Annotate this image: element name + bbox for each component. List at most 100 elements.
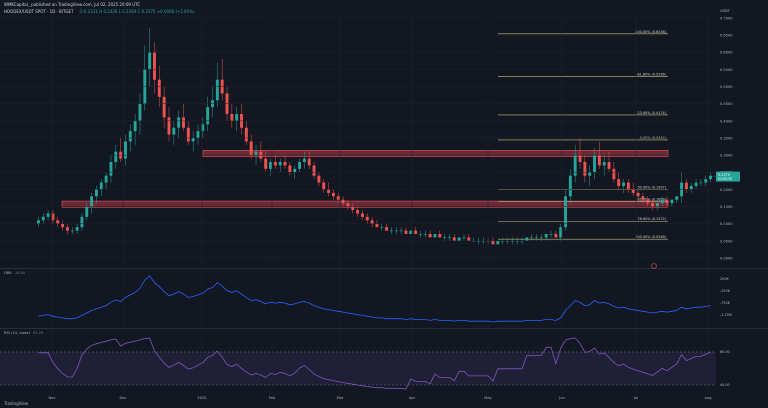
candle-body xyxy=(104,175,108,183)
candle-body xyxy=(670,199,674,204)
candle-body xyxy=(109,162,113,176)
candle-body xyxy=(462,237,466,239)
candle-body xyxy=(626,182,630,190)
time-tick-label: Feb xyxy=(269,396,276,400)
candle-body xyxy=(307,158,311,166)
candle-body xyxy=(477,240,480,242)
candle-body xyxy=(578,155,582,162)
candle-body xyxy=(491,240,495,245)
candle-body xyxy=(544,234,548,238)
candle-body xyxy=(85,206,89,217)
price-tick-label: 0.0000 xyxy=(720,256,733,260)
rsi-tick-label: 40.00 xyxy=(720,383,730,387)
candle-body xyxy=(539,237,543,239)
candle-body xyxy=(302,158,306,162)
candle-body xyxy=(351,206,355,210)
rsi-label: RSI (14, close) 55.29 xyxy=(4,331,44,335)
candle-body xyxy=(336,196,340,200)
fib-level-label: -100.00% (0.6538) xyxy=(634,30,667,34)
price-tick-label: 0.7000 xyxy=(720,16,733,20)
rsi-band xyxy=(0,352,716,385)
price-tick-label: 0.5500 xyxy=(720,68,733,72)
candle-body xyxy=(631,189,635,193)
candle-body xyxy=(153,52,156,80)
price-tick-label: 0.4500 xyxy=(720,102,733,106)
rsi-tick-label: 60.00 xyxy=(720,350,730,354)
candle-body xyxy=(607,162,611,169)
candle-body xyxy=(535,237,538,239)
candle-body xyxy=(530,237,534,239)
alert-icon[interactable] xyxy=(651,263,657,269)
current-price-tag xyxy=(716,171,740,182)
candle-body xyxy=(254,151,258,156)
candle-body xyxy=(70,230,74,232)
candle-body xyxy=(215,79,219,101)
candle-body xyxy=(568,175,572,197)
candle-body xyxy=(365,216,369,221)
candle-body xyxy=(75,227,79,231)
candle-body xyxy=(554,234,558,238)
candle-body xyxy=(51,213,55,221)
price-axis-unit: USDT xyxy=(720,9,731,13)
candle-body xyxy=(428,234,432,238)
candle-body xyxy=(186,127,190,142)
candle-body xyxy=(322,182,326,190)
candle-body xyxy=(191,138,195,142)
candle-body xyxy=(273,162,277,166)
candle-body xyxy=(61,223,65,228)
candle-body xyxy=(472,240,476,242)
price-tick-label: 0.6000 xyxy=(720,51,733,55)
time-tick-label: Jun xyxy=(558,396,565,400)
candle-body xyxy=(684,182,688,190)
candle-body xyxy=(704,179,708,183)
candle-body xyxy=(157,79,161,97)
candle-body xyxy=(622,182,625,186)
candle-body xyxy=(172,127,176,135)
candle-body xyxy=(597,155,601,166)
candle-body xyxy=(699,182,703,184)
candle-body xyxy=(457,237,461,241)
candle-body xyxy=(617,179,621,186)
candle-body xyxy=(99,182,103,190)
candle-body xyxy=(651,203,655,207)
candle-body xyxy=(249,141,253,156)
pane-divider-obv xyxy=(0,268,768,269)
candle-body xyxy=(694,182,698,186)
candle-body xyxy=(167,117,171,135)
candle-body xyxy=(133,120,137,132)
candle-body xyxy=(404,230,408,234)
price-tick-label: 0.3500 xyxy=(720,136,733,140)
candle-body xyxy=(559,227,563,238)
candle-body xyxy=(269,162,272,169)
candle-body xyxy=(138,103,142,121)
candle-body xyxy=(423,234,427,235)
time-tick-label: Nov xyxy=(48,396,56,400)
candle-body xyxy=(448,237,451,239)
candle-body xyxy=(36,220,40,224)
price-tick-label: 0.1000 xyxy=(720,222,733,226)
price-tick-label: 0.2000 xyxy=(720,188,733,192)
rsi-line xyxy=(38,337,711,390)
candle-body xyxy=(515,240,519,242)
candle-body xyxy=(641,196,645,200)
current-price-value: 0.2375 xyxy=(718,173,730,177)
pane-divider-rsi xyxy=(0,328,768,329)
candle-body xyxy=(501,240,505,242)
candle-body xyxy=(298,162,301,169)
candle-body xyxy=(564,196,567,228)
candle-body xyxy=(689,186,693,190)
candle-body xyxy=(196,131,200,138)
candle-body xyxy=(293,168,297,173)
candle-body xyxy=(41,216,45,221)
candle-body xyxy=(201,124,205,132)
time-tick-label: Aug xyxy=(704,396,711,400)
candle-body xyxy=(356,210,360,214)
candle-body xyxy=(327,189,331,193)
candle-body xyxy=(206,107,210,125)
candle-body xyxy=(346,203,350,207)
candle-body xyxy=(467,237,471,241)
candle-body xyxy=(283,162,287,166)
candle-body xyxy=(389,230,393,232)
candle-body xyxy=(520,240,524,242)
